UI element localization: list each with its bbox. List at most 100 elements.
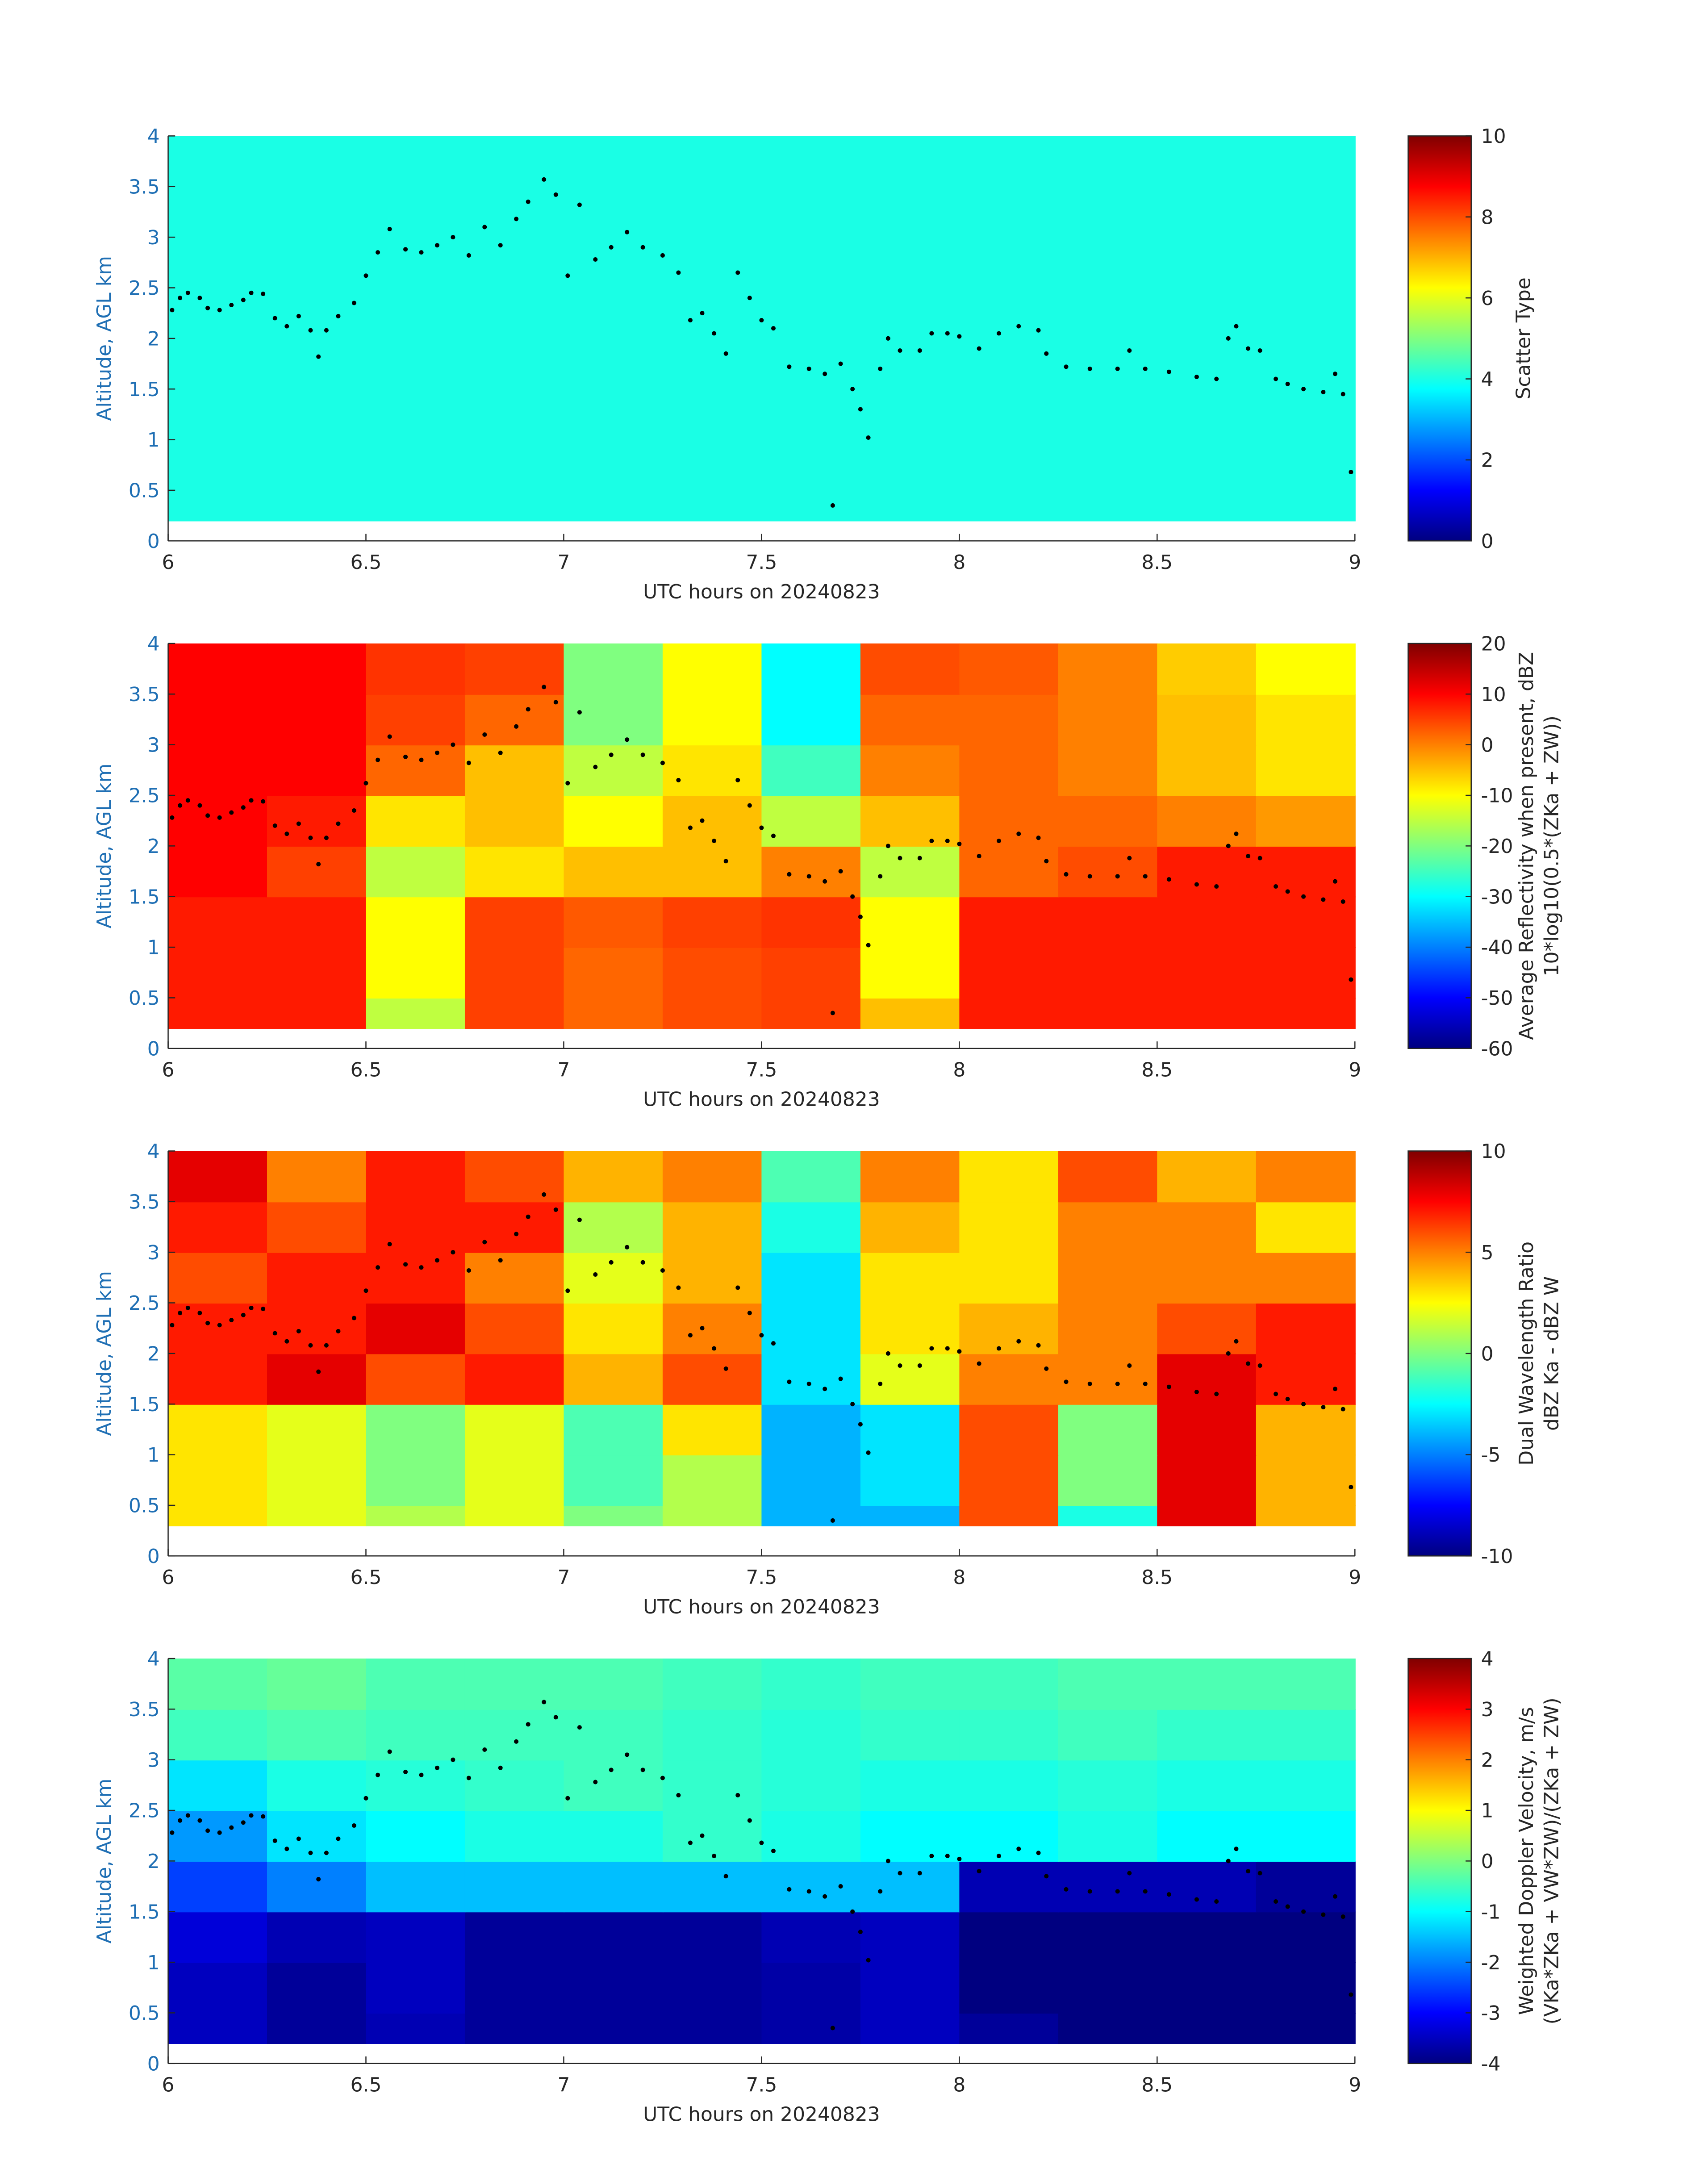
data-point [249, 1305, 254, 1310]
data-point [885, 1859, 890, 1864]
data-point [526, 707, 530, 712]
data-point [957, 334, 962, 339]
data-point [308, 1343, 313, 1348]
heatmap-cell [662, 1810, 762, 1862]
y-axis-label: Altitude, AGL km [93, 1779, 116, 1943]
data-point [197, 296, 202, 301]
data-point [885, 336, 890, 341]
data-point [1226, 1351, 1231, 1356]
x-tick-label: 9 [1349, 1566, 1361, 1589]
heatmap-cell [1157, 1404, 1257, 1456]
colorbar-tick-label: 0 [1481, 1343, 1494, 1366]
data-point [957, 1856, 962, 1861]
data-point [1246, 1361, 1251, 1366]
data-point [197, 1311, 202, 1316]
colorbar [1407, 135, 1472, 542]
data-point [363, 781, 368, 786]
heatmap-cell [366, 694, 466, 746]
data-point [229, 302, 234, 308]
data-point [593, 1272, 598, 1277]
data-point [419, 1265, 424, 1270]
data-point [1226, 844, 1231, 848]
x-tick-label: 7.5 [746, 2074, 777, 2097]
colorbar-tick-label: 2 [1481, 449, 1494, 472]
data-point [296, 1329, 301, 1334]
x-tick-label: 7 [557, 2074, 570, 2097]
heatmap-cell [662, 1404, 762, 1456]
data-point [1246, 346, 1251, 351]
heatmap-cell [860, 694, 960, 746]
heatmap-cell [366, 1404, 466, 1456]
data-point [205, 1320, 210, 1325]
data-point [178, 1818, 183, 1823]
heatmap-cell [366, 1454, 466, 1506]
heatmap-cell [761, 1404, 861, 1456]
data-point [712, 331, 717, 336]
heatmap-cell [761, 2013, 861, 2044]
heatmap-cell [662, 1353, 762, 1405]
x-tick-label: 8.5 [1141, 551, 1173, 574]
heatmap-cell [564, 1861, 664, 1913]
data-point [542, 177, 547, 182]
y-tick-label: 0.5 [129, 2002, 160, 2025]
colorbar-tick-label: -20 [1481, 835, 1513, 858]
heatmap-cell [662, 1505, 762, 1526]
x-axis-label: UTC hours on 20240823 [643, 1596, 880, 1618]
data-point [806, 1381, 811, 1386]
heatmap-cell [464, 2013, 565, 2044]
data-point [945, 838, 950, 844]
data-point [1166, 1384, 1171, 1389]
data-point [577, 202, 582, 207]
heatmap-cell [1157, 1454, 1257, 1506]
heatmap-cell [267, 1861, 367, 1913]
data-point [336, 821, 341, 826]
data-point [403, 1262, 408, 1267]
heatmap-cell [860, 744, 960, 796]
data-point [403, 247, 408, 252]
data-point [272, 1331, 277, 1336]
heatmap-cell [1058, 1353, 1158, 1405]
heatmap-cell [564, 1810, 664, 1862]
heatmap-cell [959, 1252, 1059, 1304]
heatmap-cell [464, 1759, 565, 1811]
y-tick-label: 0 [147, 1037, 160, 1060]
y-tick-label: 1 [147, 936, 160, 959]
data-point [929, 331, 934, 336]
data-point [660, 1776, 665, 1780]
heatmap-cell [1256, 1911, 1356, 1963]
heatmap-cell [366, 947, 466, 999]
data-point [885, 1351, 890, 1356]
data-point [272, 823, 277, 828]
data-point [850, 894, 855, 899]
data-point [403, 1769, 408, 1774]
data-point [284, 324, 289, 329]
data-point [296, 821, 301, 826]
data-point [1166, 1892, 1171, 1897]
data-point [625, 230, 630, 234]
data-point [977, 1869, 981, 1874]
heatmap-cell [168, 1151, 268, 1203]
data-point [858, 407, 863, 412]
heatmap-cell [564, 1303, 664, 1354]
data-point [712, 838, 717, 844]
heatmap-cell [168, 1353, 268, 1405]
heatmap-cell [1058, 1454, 1158, 1506]
x-tick-label: 8.5 [1141, 1059, 1173, 1082]
heatmap-cell [959, 1810, 1059, 1862]
data-point [1143, 366, 1148, 371]
heatmap-cell [564, 998, 664, 1029]
data-point [996, 838, 1001, 844]
heatmap-cell [168, 1303, 268, 1354]
data-point [482, 1240, 487, 1245]
y-tick-label: 4 [147, 633, 160, 656]
heatmap-cell [1058, 643, 1158, 695]
colorbar-tick-label: 8 [1481, 206, 1494, 229]
heatmap-cell [761, 1709, 861, 1761]
x-axis-label: UTC hours on 20240823 [643, 1088, 880, 1111]
data-point [1115, 1889, 1120, 1894]
heatmap-cell [168, 1810, 268, 1862]
data-point [577, 710, 582, 715]
data-point [542, 685, 547, 689]
data-point [526, 1214, 530, 1219]
colorbar-tick-label: 4 [1481, 368, 1494, 391]
